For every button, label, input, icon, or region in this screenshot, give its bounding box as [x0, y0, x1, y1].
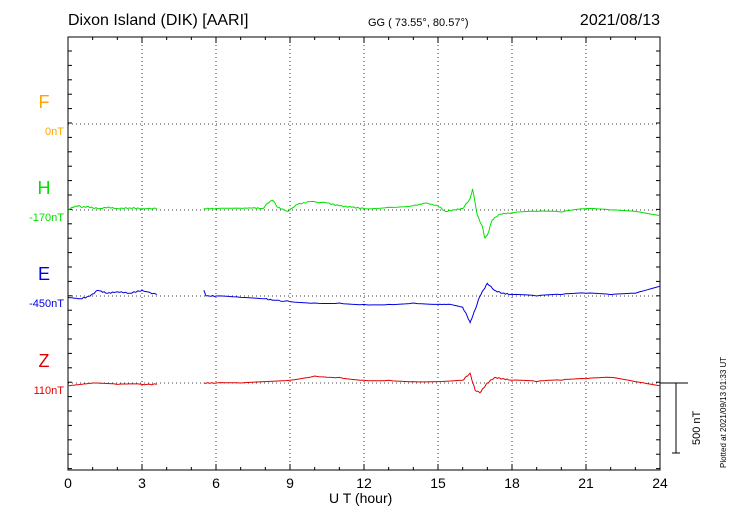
chart-date: 2021/08/13	[579, 12, 660, 29]
x-tick-label: 24	[652, 475, 668, 491]
x-tick-label: 18	[504, 475, 520, 491]
panel-baseline-F: 0nT	[45, 126, 64, 138]
x-tick-label: 9	[286, 475, 294, 491]
panel-baseline-Z: 110nT	[33, 385, 64, 397]
station-coordinates: GG ( 73.55°, 80.57°)	[368, 17, 469, 29]
series-line-Z	[203, 372, 661, 394]
series-line-E	[67, 289, 158, 300]
panel-baseline-E: -450nT	[29, 298, 64, 310]
series-line-E	[203, 282, 661, 325]
panel-name-E: E	[37, 264, 50, 284]
chart-title: Dixon Island (DIK) [AARI]	[68, 12, 249, 29]
series-line-H	[67, 205, 157, 211]
x-tick-label: 12	[356, 475, 372, 491]
panel-name-H: H	[37, 178, 51, 198]
x-tick-label: 6	[212, 475, 220, 491]
x-axis-label: U T (hour)	[329, 490, 393, 506]
x-tick-label: 21	[578, 475, 594, 491]
x-tick-label: 3	[138, 475, 146, 491]
x-tick-label: 15	[430, 475, 446, 491]
series-line-H	[203, 188, 661, 239]
panel-name-Z: Z	[38, 351, 50, 371]
series-line-Z	[67, 382, 157, 387]
x-tick-label: 0	[64, 475, 72, 491]
panel-baseline-H: -170nT	[29, 212, 64, 224]
panel-name-F: F	[38, 92, 50, 112]
